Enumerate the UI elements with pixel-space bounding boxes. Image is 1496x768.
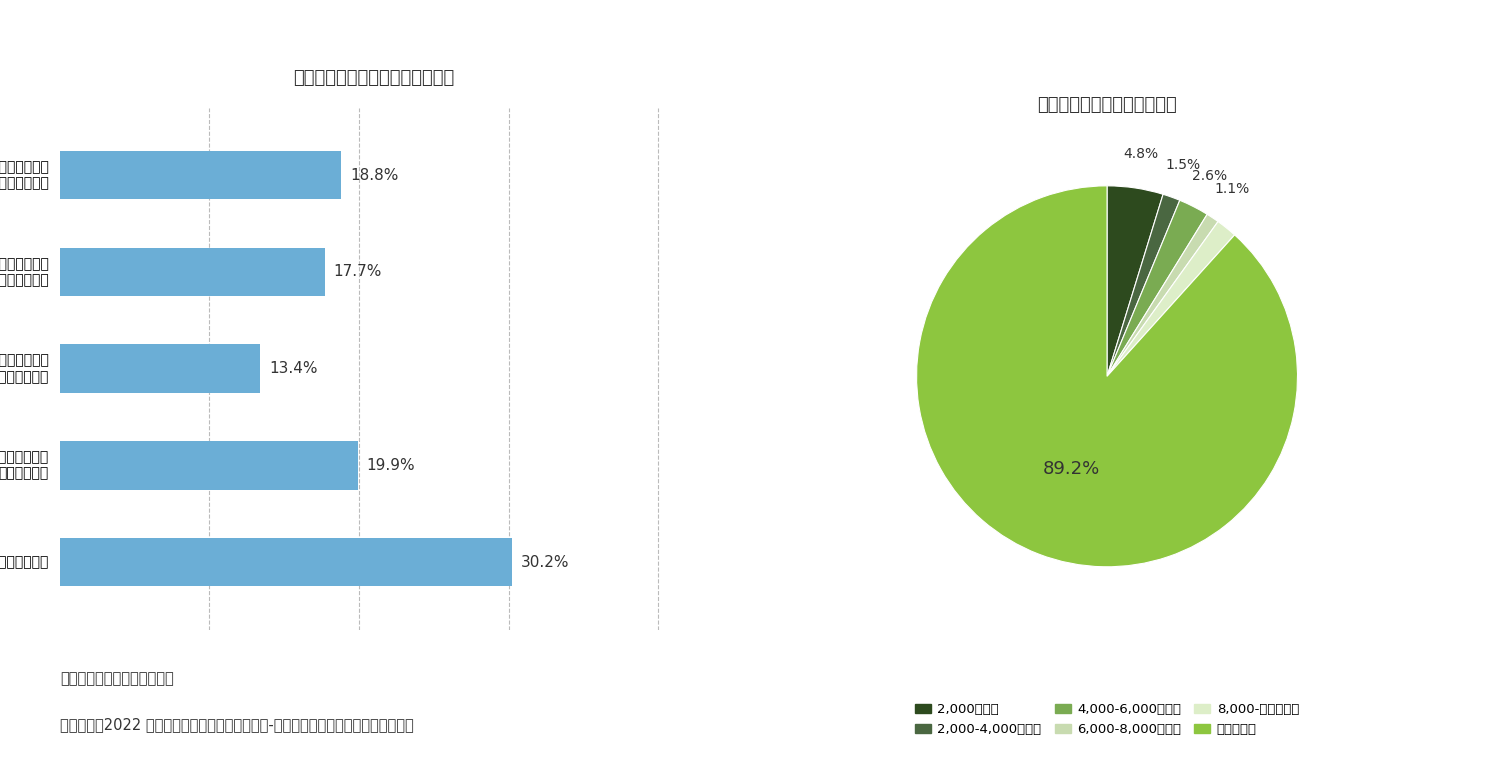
Title: 図表４　個人養老金制度の認知度: 図表４ 個人養老金制度の認知度 [293,68,455,87]
Bar [60,248,325,296]
Text: 4.8%: 4.8% [1123,147,1158,161]
Text: 1.1%: 1.1% [1215,182,1249,197]
Bar [60,151,341,200]
Text: 19.9%: 19.9% [367,458,416,473]
Wedge shape [1107,214,1218,376]
Bar [60,441,358,489]
Text: 89.2%: 89.2% [1043,460,1100,478]
Wedge shape [1107,186,1162,376]
Text: 13.4%: 13.4% [269,361,317,376]
Text: （注）　調査結果から算出。: （注） 調査結果から算出。 [60,671,174,687]
Legend: 2,000元未満, 2,000-4,000元未満, 4,000-6,000元未満, 6,000-8,000元未満, 8,000-１万元未満, １万元以上: 2,000元未満, 2,000-4,000元未満, 4,000-6,000元未満… [910,698,1305,741]
Bar [60,345,260,392]
Text: 17.7%: 17.7% [334,264,381,280]
Wedge shape [1107,221,1234,376]
Wedge shape [1107,200,1207,376]
Text: （出所）「2022 年度中国家庭財富指数調研報告-中国家庭財富変動趨勢」より作成。: （出所）「2022 年度中国家庭財富指数調研報告-中国家庭財富変動趨勢」より作成… [60,717,413,733]
Text: 18.8%: 18.8% [350,167,398,183]
Title: 図表５　予定している運用額: 図表５ 予定している運用額 [1037,97,1177,114]
Bar [60,538,512,586]
Wedge shape [917,186,1297,567]
Wedge shape [1107,194,1180,376]
Text: 1.5%: 1.5% [1165,158,1201,172]
Text: 2.6%: 2.6% [1192,169,1227,184]
Text: 30.2%: 30.2% [521,554,568,570]
